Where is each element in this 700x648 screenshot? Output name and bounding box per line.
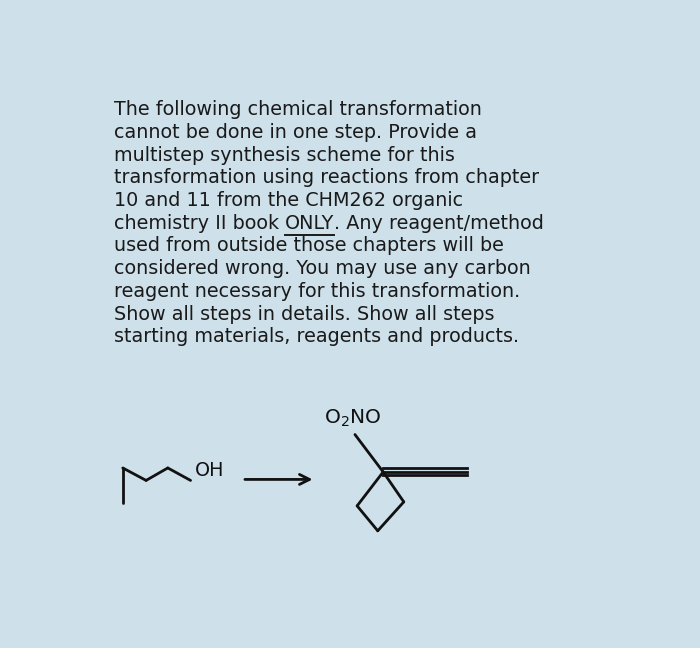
Text: ONLY: ONLY — [285, 214, 334, 233]
Text: . Any reagent/method: . Any reagent/method — [334, 214, 544, 233]
Text: multistep synthesis scheme for this: multistep synthesis scheme for this — [113, 146, 454, 165]
Text: The following chemical transformation: The following chemical transformation — [113, 100, 482, 119]
Text: cannot be done in one step. Provide a: cannot be done in one step. Provide a — [113, 123, 477, 142]
Text: starting materials, reagents and products.: starting materials, reagents and product… — [113, 327, 519, 346]
Text: reagent necessary for this transformation.: reagent necessary for this transformatio… — [113, 282, 520, 301]
Text: O$_2$NO: O$_2$NO — [323, 407, 381, 428]
Text: OH: OH — [195, 461, 225, 480]
Text: considered wrong. You may use any carbon: considered wrong. You may use any carbon — [113, 259, 531, 278]
Text: Show all steps in details. Show all steps: Show all steps in details. Show all step… — [113, 305, 494, 323]
Text: chemistry II book: chemistry II book — [113, 214, 285, 233]
Text: transformation using reactions from chapter: transformation using reactions from chap… — [113, 168, 539, 187]
Text: used from outside those chapters will be: used from outside those chapters will be — [113, 237, 503, 255]
Text: 10 and 11 from the CHM262 organic: 10 and 11 from the CHM262 organic — [113, 191, 463, 210]
